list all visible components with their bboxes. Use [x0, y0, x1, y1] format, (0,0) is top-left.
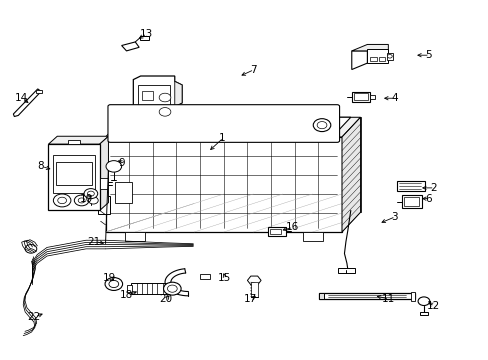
FancyBboxPatch shape: [108, 105, 339, 142]
Bar: [366, 49, 387, 63]
Bar: [419, 312, 427, 315]
Bar: [386, 53, 392, 59]
Circle shape: [109, 280, 119, 288]
Text: 3: 3: [390, 212, 397, 221]
Circle shape: [386, 54, 391, 58]
Text: 8: 8: [37, 161, 44, 171]
Circle shape: [313, 119, 330, 132]
Text: 14: 14: [15, 93, 28, 103]
Text: 2: 2: [429, 183, 436, 193]
Circle shape: [74, 195, 89, 206]
Polygon shape: [133, 76, 182, 132]
Text: 10: 10: [80, 194, 92, 204]
Polygon shape: [122, 42, 139, 51]
Bar: [351, 92, 369, 102]
Bar: [48, 144, 100, 211]
Text: 13: 13: [139, 29, 152, 39]
Text: 5: 5: [425, 50, 431, 60]
Bar: [250, 282, 257, 297]
Circle shape: [417, 297, 429, 306]
Text: 19: 19: [102, 273, 115, 283]
Circle shape: [78, 198, 85, 203]
Bar: [131, 283, 167, 294]
Text: 12: 12: [426, 301, 439, 311]
Bar: [369, 57, 376, 61]
Text: 18: 18: [120, 291, 133, 301]
Bar: [199, 274, 210, 279]
Text: 1: 1: [219, 133, 225, 143]
Polygon shape: [124, 117, 360, 212]
Circle shape: [58, 197, 66, 204]
Bar: [53, 155, 95, 193]
Polygon shape: [351, 44, 387, 51]
Bar: [410, 292, 414, 301]
Bar: [353, 93, 367, 100]
Polygon shape: [100, 136, 108, 211]
Polygon shape: [13, 89, 41, 117]
Circle shape: [167, 285, 177, 292]
Bar: [98, 196, 110, 214]
Bar: [401, 195, 421, 208]
Bar: [369, 95, 374, 99]
Bar: [404, 197, 418, 206]
Text: 17: 17: [243, 294, 257, 304]
Bar: [125, 232, 144, 241]
Bar: [115, 182, 132, 203]
Circle shape: [105, 278, 122, 291]
Polygon shape: [105, 117, 360, 137]
Text: 21: 21: [87, 237, 101, 247]
Bar: [396, 181, 424, 192]
Bar: [378, 57, 384, 61]
Circle shape: [87, 191, 94, 196]
Bar: [140, 36, 149, 40]
Polygon shape: [351, 51, 366, 69]
Text: 15: 15: [217, 273, 230, 283]
Circle shape: [106, 161, 122, 172]
Polygon shape: [247, 276, 261, 285]
Circle shape: [159, 93, 170, 102]
Bar: [142, 91, 153, 100]
Polygon shape: [48, 136, 108, 144]
Bar: [138, 85, 169, 117]
Circle shape: [53, 194, 71, 207]
Bar: [100, 178, 108, 189]
Bar: [167, 285, 172, 292]
Bar: [105, 137, 341, 232]
Circle shape: [88, 197, 98, 204]
Text: 9: 9: [118, 158, 124, 168]
Text: 11: 11: [381, 294, 394, 304]
Circle shape: [84, 189, 98, 199]
Circle shape: [317, 122, 326, 129]
Polygon shape: [115, 117, 350, 137]
Bar: [337, 268, 354, 273]
Bar: [142, 105, 153, 114]
Text: 6: 6: [425, 194, 431, 204]
Bar: [56, 162, 92, 185]
Bar: [270, 229, 281, 234]
Text: 20: 20: [159, 294, 172, 304]
Text: 22: 22: [27, 312, 41, 322]
Text: 4: 4: [390, 93, 397, 103]
Bar: [36, 90, 42, 93]
Bar: [303, 232, 322, 241]
Bar: [318, 293, 414, 299]
Bar: [127, 285, 132, 292]
Bar: [68, 140, 80, 144]
Text: 7: 7: [249, 64, 256, 75]
Polygon shape: [174, 81, 182, 107]
Circle shape: [159, 108, 170, 116]
Text: 16: 16: [285, 222, 298, 232]
Polygon shape: [341, 117, 360, 232]
Circle shape: [163, 282, 181, 295]
Polygon shape: [131, 132, 174, 142]
Bar: [267, 226, 286, 235]
Bar: [318, 293, 324, 299]
